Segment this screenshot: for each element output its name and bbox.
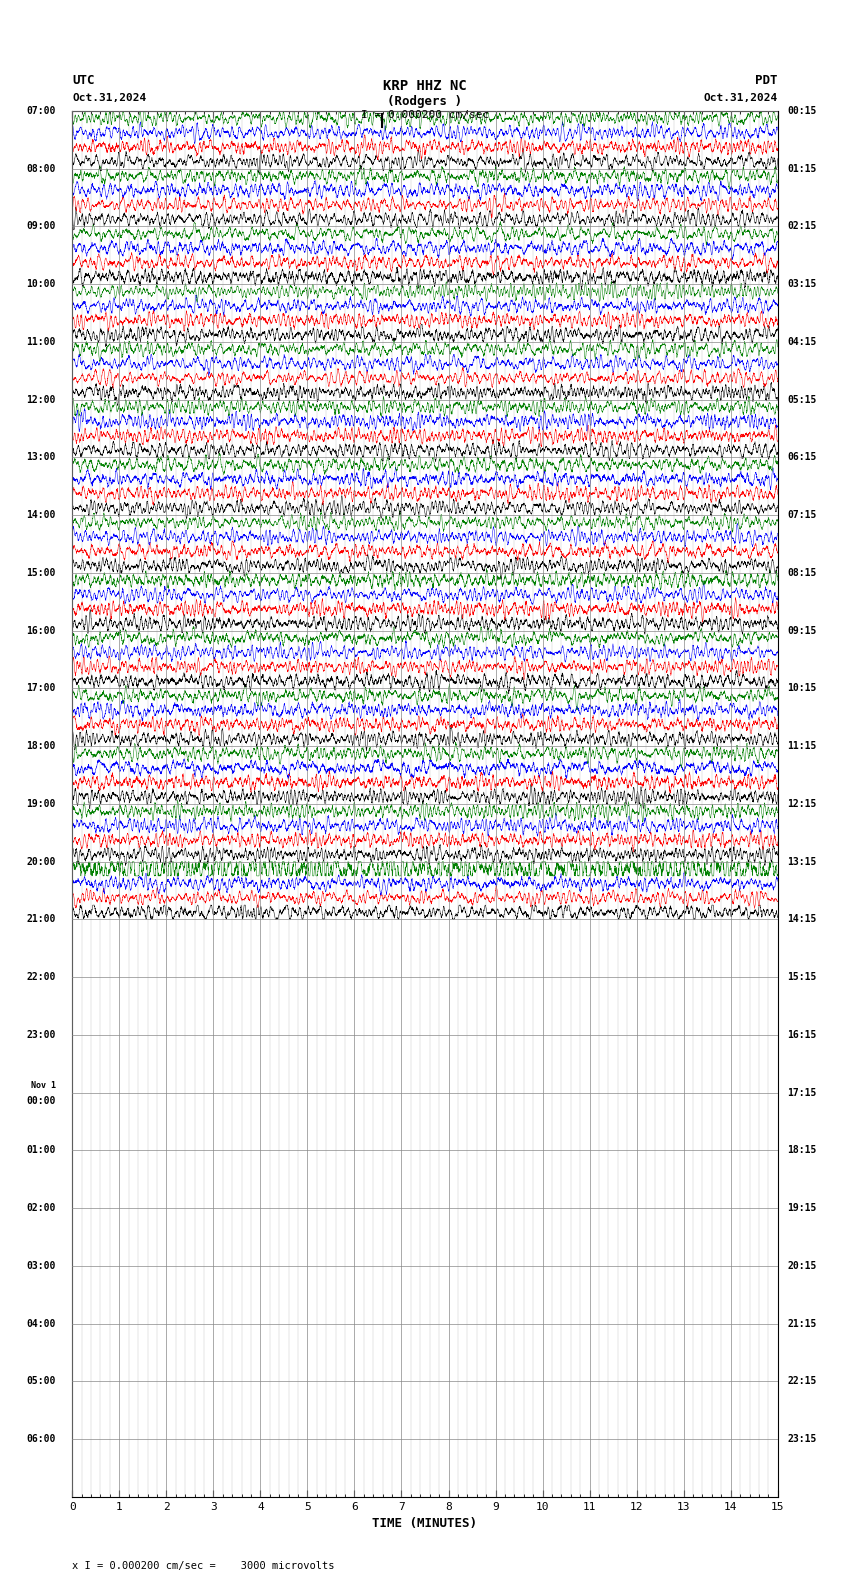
X-axis label: TIME (MINUTES): TIME (MINUTES) <box>372 1517 478 1530</box>
Text: Oct.31,2024: Oct.31,2024 <box>704 93 778 103</box>
Text: 01:15: 01:15 <box>787 163 817 174</box>
Text: 02:15: 02:15 <box>787 222 817 231</box>
Text: 12:15: 12:15 <box>787 798 817 809</box>
Text: 00:00: 00:00 <box>26 1096 56 1106</box>
Text: 19:15: 19:15 <box>787 1204 817 1213</box>
Text: Nov 1: Nov 1 <box>31 1080 56 1090</box>
Text: 23:15: 23:15 <box>787 1434 817 1445</box>
Text: 17:15: 17:15 <box>787 1088 817 1098</box>
Text: x I = 0.000200 cm/sec =    3000 microvolts: x I = 0.000200 cm/sec = 3000 microvolts <box>72 1562 335 1571</box>
Text: 08:00: 08:00 <box>26 163 56 174</box>
Text: 16:15: 16:15 <box>787 1030 817 1039</box>
Text: 04:15: 04:15 <box>787 337 817 347</box>
Text: 10:15: 10:15 <box>787 683 817 694</box>
Text: 18:00: 18:00 <box>26 741 56 751</box>
Text: 10:00: 10:00 <box>26 279 56 290</box>
Text: KRP HHZ NC: KRP HHZ NC <box>383 79 467 92</box>
Text: 13:15: 13:15 <box>787 857 817 866</box>
Text: 22:00: 22:00 <box>26 973 56 982</box>
Text: 17:00: 17:00 <box>26 683 56 694</box>
Text: 20:15: 20:15 <box>787 1261 817 1270</box>
Text: 05:00: 05:00 <box>26 1376 56 1386</box>
Text: 03:00: 03:00 <box>26 1261 56 1270</box>
Text: 06:00: 06:00 <box>26 1434 56 1445</box>
Text: 07:15: 07:15 <box>787 510 817 520</box>
Text: 20:00: 20:00 <box>26 857 56 866</box>
Text: 15:15: 15:15 <box>787 973 817 982</box>
Text: 03:15: 03:15 <box>787 279 817 290</box>
Text: PDT: PDT <box>756 74 778 87</box>
Text: 19:00: 19:00 <box>26 798 56 809</box>
Text: 21:00: 21:00 <box>26 914 56 925</box>
Text: 06:15: 06:15 <box>787 453 817 463</box>
Text: 12:00: 12:00 <box>26 394 56 404</box>
Text: 01:00: 01:00 <box>26 1145 56 1155</box>
Text: 09:15: 09:15 <box>787 626 817 635</box>
Text: 05:15: 05:15 <box>787 394 817 404</box>
Text: 22:15: 22:15 <box>787 1376 817 1386</box>
Text: 02:00: 02:00 <box>26 1204 56 1213</box>
Text: I = 0.000200 cm/sec: I = 0.000200 cm/sec <box>361 111 489 120</box>
Text: 16:00: 16:00 <box>26 626 56 635</box>
Text: Oct.31,2024: Oct.31,2024 <box>72 93 146 103</box>
Text: 11:00: 11:00 <box>26 337 56 347</box>
Text: 18:15: 18:15 <box>787 1145 817 1155</box>
Text: 00:15: 00:15 <box>787 106 817 116</box>
Text: 23:00: 23:00 <box>26 1030 56 1039</box>
Text: 14:15: 14:15 <box>787 914 817 925</box>
Text: 15:00: 15:00 <box>26 569 56 578</box>
Text: 14:00: 14:00 <box>26 510 56 520</box>
Text: 04:00: 04:00 <box>26 1318 56 1329</box>
Text: 13:00: 13:00 <box>26 453 56 463</box>
Text: UTC: UTC <box>72 74 94 87</box>
Text: (Rodgers ): (Rodgers ) <box>388 95 462 108</box>
Text: 07:00: 07:00 <box>26 106 56 116</box>
Text: 11:15: 11:15 <box>787 741 817 751</box>
Text: 09:00: 09:00 <box>26 222 56 231</box>
Text: 08:15: 08:15 <box>787 569 817 578</box>
Text: 21:15: 21:15 <box>787 1318 817 1329</box>
